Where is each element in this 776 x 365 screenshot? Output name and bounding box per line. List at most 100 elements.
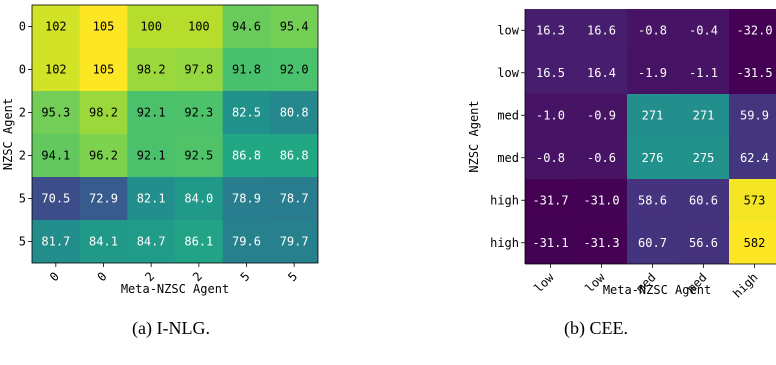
x-tick-label-b-0: low [531,270,557,296]
y-tick-label-b-2: med [497,108,519,122]
cell-label-a-1-5: 92.0 [280,63,309,77]
cell-label-a-1-0: 102 [45,63,67,77]
heatmap-cell-a-2-1 [79,91,128,135]
cell-label-a-0-4: 94.6 [232,20,261,34]
heatmap-cell-a-5-0 [32,220,81,263]
cell-label-b-2-4: 59.9 [740,108,769,122]
cell-label-b-1-2: -1.9 [638,66,667,80]
cell-label-a-5-2: 84.7 [137,235,166,249]
y-axis-title-b: NZSC Agent [467,100,481,172]
heatmap-cell-a-1-3 [175,48,224,92]
heatmap-cell-b-4-4 [729,179,776,222]
heatmap-cell-b-4-2 [627,179,679,222]
y-tick-label-a-1: 0 [19,63,26,77]
cell-label-a-1-2: 98.2 [137,63,166,77]
cell-label-a-0-2: 100 [140,20,162,34]
cell-label-b-0-3: -0.4 [689,23,718,37]
cell-label-a-2-4: 82.5 [232,106,261,120]
cell-label-b-5-4: 582 [744,236,766,250]
cell-label-b-0-0: 16.3 [536,23,565,37]
x-tick-label-a-5: 5 [285,269,300,284]
y-tick-label-b-5: high [490,236,519,250]
heatmap-cell-b-2-4 [729,94,776,137]
y-tick-label-b-3: med [497,151,519,165]
heatmap-cell-b-2-0 [525,94,577,137]
y-tick-label-a-5: 5 [19,235,26,249]
panel-b-heatmap: 16.316.6-0.8-0.4-32.0-31.16.516.4-1.9-1.… [467,9,776,301]
cell-label-b-4-4: 573 [744,193,766,207]
y-tick-label-a-2: 2 [19,106,26,120]
heatmap-cell-b-3-2 [627,136,679,180]
heatmap-cell-a-5-1 [79,220,128,263]
heatmap-cell-b-0-3 [678,9,730,52]
cell-label-a-4-2: 82.1 [137,192,166,206]
heatmap-cell-b-2-3 [678,94,730,137]
x-tick-label-a-0: 0 [47,269,62,284]
cell-label-a-4-0: 70.5 [41,192,70,206]
cell-label-b-2-1: -0.9 [587,108,616,122]
cell-label-a-3-1: 96.2 [89,149,118,163]
cell-label-a-2-0: 95.3 [41,106,70,120]
heatmap-cell-a-0-4 [222,5,271,49]
heatmap-cell-b-2-2 [627,94,679,137]
heatmap-cell-b-1-1 [576,51,628,95]
heatmap-cell-b-0-4 [729,9,776,52]
cell-label-a-2-1: 98.2 [89,106,118,120]
heatmap-cell-b-0-0 [525,9,577,52]
cell-label-b-4-3: 60.6 [689,193,718,207]
heatmap-cell-b-3-1 [576,136,628,180]
cell-label-b-3-3: 275 [693,151,715,165]
heatmap-cell-a-3-3 [175,134,224,178]
cell-label-b-3-4: 62.4 [740,151,769,165]
cell-label-a-1-1: 105 [93,63,115,77]
heatmap-cell-a-5-3 [175,220,224,263]
heatmap-cell-a-3-2 [127,134,176,178]
cell-label-b-2-0: -1.0 [536,108,565,122]
cell-label-a-5-3: 86.1 [184,235,213,249]
heatmap-cell-a-2-5 [270,91,318,135]
cell-label-b-1-1: 16.4 [587,66,616,80]
cell-label-b-2-3: 271 [693,108,715,122]
caption-b: (b) CEE. [564,318,628,338]
heatmap-cell-a-5-5 [270,220,318,263]
cell-label-b-5-2: 60.7 [638,236,667,250]
cell-label-a-4-1: 72.9 [89,192,118,206]
heatmap-cell-a-2-0 [32,91,81,135]
plot-frame [31,4,319,264]
heatmap-cell-a-0-2 [127,5,176,49]
cell-label-a-0-0: 102 [45,20,67,34]
cell-label-b-2-2: 271 [642,108,664,122]
heatmap-cell-a-0-5 [270,5,318,49]
y-tick-label-a-4: 5 [19,192,26,206]
x-tick-label-b-4: high [730,270,760,300]
heatmap-cell-b-2-1 [576,94,628,137]
cell-label-b-5-1: -31.3 [583,236,619,250]
cell-label-a-1-3: 97.8 [184,63,213,77]
cells-group: 16.316.6-0.8-0.4-32.0-31.16.516.4-1.9-1.… [525,9,776,264]
heatmap-cell-b-1-2 [627,51,679,95]
heatmap-cell-b-3-4 [729,136,776,180]
heatmap-cell-a-4-1 [79,177,128,221]
cell-label-b-0-2: -0.8 [638,23,667,37]
cell-label-b-5-0: -31.1 [532,236,568,250]
heatmap-cell-b-0-2 [627,9,679,52]
cell-label-b-3-2: 276 [642,151,664,165]
cell-label-b-0-4: -32.0 [736,23,772,37]
heatmap-cell-b-1-0 [525,51,577,95]
heatmap-cell-b-5-4 [729,221,776,264]
cell-label-a-0-3: 100 [188,20,210,34]
cell-label-a-3-5: 86.8 [280,149,309,163]
heatmap-cell-a-4-3 [175,177,224,221]
cell-label-b-1-3: -1.1 [689,66,718,80]
heatmap-cell-b-5-0 [525,221,577,264]
cells-group: 102 105 100 100 94.6 95.4 102 105 98.2 97.8 91.8 92… [32,5,318,263]
cell-label-a-1-4: 91.8 [232,63,261,77]
cell-label-b-3-1: -0.6 [587,151,616,165]
caption-a: (a) I-NLG. [132,318,210,338]
cell-label-a-3-3: 92.5 [184,149,213,163]
heatmap-cell-b-1-3 [678,51,730,95]
y-tick-label-b-1: low [497,66,519,80]
heatmap-cell-b-5-2 [627,221,679,264]
y-tick-label-a-0: 0 [19,20,26,34]
cell-label-a-5-1: 84.1 [89,235,118,249]
